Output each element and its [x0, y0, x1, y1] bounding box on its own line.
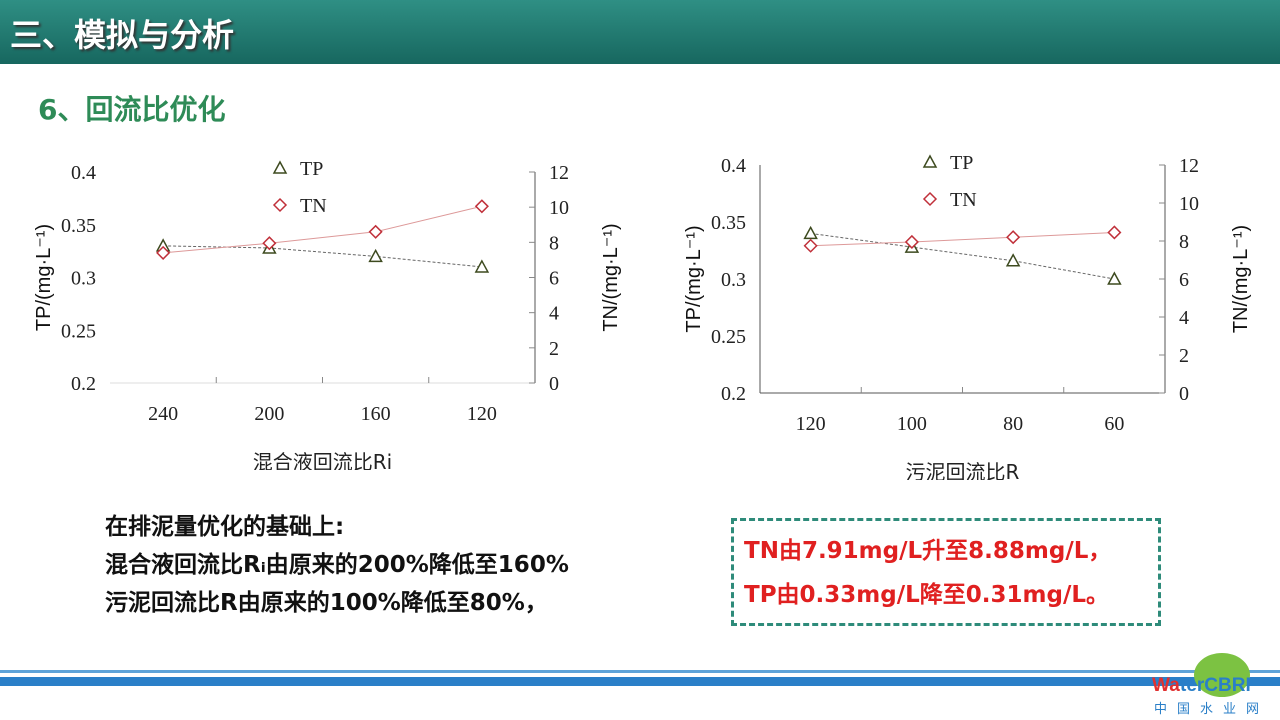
tn-marker: [904, 234, 919, 250]
y-tick-label: 0.4: [71, 162, 96, 184]
legend-tn-marker: [272, 197, 288, 213]
x-tick-label: 160: [361, 403, 391, 425]
tn-marker: [262, 236, 277, 251]
y-axis-label: TP/(mg·L⁻¹): [33, 224, 55, 331]
legend-label: TN: [950, 189, 977, 211]
footer-line: [0, 670, 1280, 673]
chart-mixed-liquor-reflux: 0.2 0.25 0.3 0.35 0.4 0 2 4 6 8 10 12 240 200 160 120 混合…: [33, 158, 622, 470]
tn-marker: [474, 199, 489, 214]
watercbri-logo: Wa terCBRI 中国水业网: [1152, 653, 1269, 717]
x-tick-label: 120: [467, 403, 497, 425]
note-line: 在排泥量优化的基础上:: [105, 514, 345, 540]
tp-marker: [474, 259, 490, 273]
series-line-tn: [163, 205, 482, 254]
legend-label: TN: [300, 195, 327, 217]
y-tick-label: 0.4: [721, 155, 746, 177]
y2-tick-label: 6: [1179, 269, 1189, 291]
y2-tick-label: 4: [1179, 307, 1189, 329]
x-tick-label: 80: [1003, 413, 1023, 435]
tp-marker: [368, 248, 383, 263]
x-tick-label: 120: [796, 413, 826, 435]
y2-tick-label: 8: [549, 232, 559, 254]
y-tick-label: 0.3: [71, 268, 96, 290]
footer-band: [0, 677, 1280, 686]
y-tick-label: 0.35: [711, 212, 746, 234]
y-tick-label: 0.25: [61, 320, 96, 342]
result-line: TN由7.91mg/L升至8.88mg/L，: [744, 538, 1112, 564]
y-tick-label: 0.2: [71, 373, 96, 395]
svg-text:terCBRI: terCBRI: [1180, 675, 1251, 696]
note-line: 污泥回流比R由原来的100%降低至80%，: [105, 590, 548, 616]
x-tick-label: 100: [897, 413, 927, 435]
svg-text:中国水业网: 中国水业网: [1154, 702, 1269, 717]
y-tick-label: 0.25: [711, 326, 746, 348]
tp-marker: [1005, 253, 1021, 267]
y2-tick-label: 0: [549, 373, 559, 395]
tn-marker: [1107, 225, 1122, 240]
series-line-tp: [810, 232, 1115, 280]
svg-text:Wa: Wa: [1152, 675, 1180, 696]
y2-tick-label: 4: [549, 303, 559, 325]
legend-label: TP: [300, 158, 323, 180]
header-bar: 三、模拟与分析: [0, 0, 1280, 64]
note-line: 混合液回流比Rᵢ由原来的200%降低至160%: [105, 552, 569, 578]
chart-sludge-reflux: 0.2 0.25 0.3 0.35 0.4 0 2 4 6 8 10 12 120 100 80 60 污泥回流…: [683, 152, 1252, 480]
y2-tick-label: 2: [549, 338, 559, 360]
y-tick-label: 0.2: [721, 383, 746, 405]
tn-marker: [156, 245, 171, 260]
y2-tick-label: 12: [1179, 155, 1199, 177]
tn-marker: [803, 238, 818, 253]
x-axis-label: 污泥回流比R: [906, 460, 1020, 480]
y-tick-label: 0.35: [61, 215, 96, 237]
series-line-tp: [163, 245, 482, 268]
legend-label: TP: [950, 152, 973, 174]
x-tick-label: 240: [148, 403, 178, 425]
legend-tn-marker: [922, 191, 938, 207]
result-box: TN由7.91mg/L升至8.88mg/L， TP由0.33mg/L降至0.31…: [731, 518, 1161, 626]
tn-marker: [368, 224, 383, 239]
y2-tick-label: 10: [549, 197, 569, 219]
legend-tp-marker: [922, 154, 938, 168]
y2-tick-label: 0: [1179, 383, 1189, 405]
x-tick-label: 60: [1104, 413, 1124, 435]
subtitle: 6、回流比优化: [38, 93, 226, 126]
y2-axis-label: TN/(mg·L⁻¹): [1230, 225, 1252, 333]
tp-marker: [1107, 271, 1122, 285]
y2-tick-label: 2: [1179, 345, 1189, 367]
notes: 在排泥量优化的基础上: 混合液回流比Rᵢ由原来的200%降低至160% 污泥回流…: [105, 508, 569, 622]
y-tick-label: 0.3: [721, 269, 746, 291]
y2-axis-label: TN/(mg·L⁻¹): [600, 223, 622, 331]
y2-tick-label: 10: [1179, 193, 1199, 215]
x-tick-label: 200: [254, 403, 284, 425]
tp-marker: [803, 225, 818, 240]
y2-tick-label: 6: [549, 268, 559, 290]
y-axis-label: TP/(mg·L⁻¹): [683, 225, 705, 332]
tn-marker: [1006, 230, 1021, 245]
section-title: 三、模拟与分析: [10, 16, 235, 54]
legend-tp-marker: [272, 160, 288, 174]
x-axis-label: 混合液回流比Ri: [253, 450, 392, 470]
y2-tick-label: 12: [549, 162, 569, 184]
y2-tick-label: 8: [1179, 231, 1189, 253]
series-line-tn: [810, 231, 1115, 247]
result-line: TP由0.33mg/L降至0.31mg/L。: [744, 582, 1110, 608]
